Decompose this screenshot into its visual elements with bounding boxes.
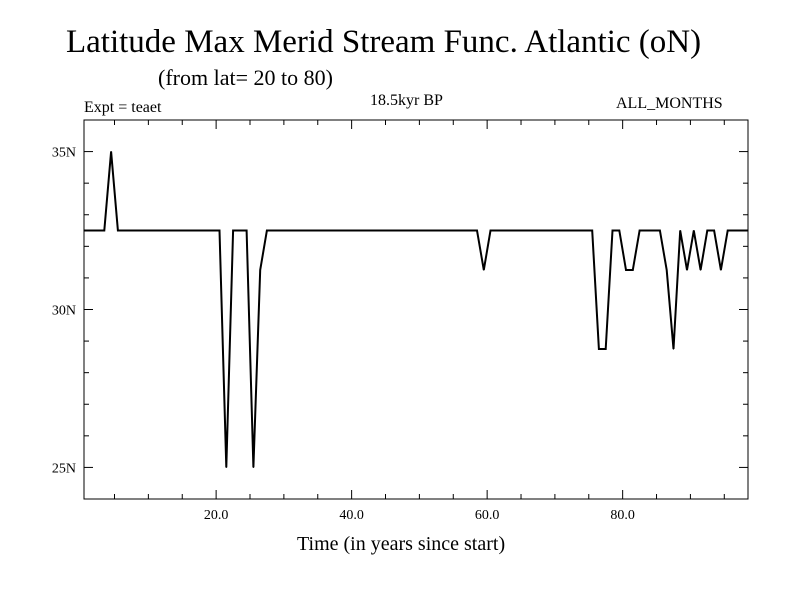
data-point [699, 269, 702, 271]
data-point [727, 229, 729, 232]
data-point [713, 229, 715, 232]
data-point [638, 229, 641, 232]
data-point [110, 150, 112, 153]
data-point [605, 348, 607, 350]
experiment-label: Expt = teaet [84, 99, 162, 116]
data-point [625, 269, 627, 271]
data-point [747, 229, 749, 232]
y-tick-label: 30N [52, 304, 76, 319]
tick-labels: 20.0 40.0 60.0 80.0 25N 30N 35N [52, 146, 635, 523]
data-point [591, 229, 593, 232]
period-label: 18.5kyr BP [370, 92, 443, 109]
data-point [252, 466, 254, 469]
data-series-line [84, 151, 748, 468]
data-point [598, 348, 600, 350]
data-point [489, 229, 492, 232]
data-point [720, 269, 722, 271]
data-point [117, 229, 119, 232]
x-tick-label: 80.0 [610, 508, 635, 523]
data-point [103, 229, 105, 232]
x-tick-label: 40.0 [339, 508, 364, 523]
data-point [659, 229, 661, 232]
data-point [672, 348, 675, 350]
months-label: ALL_MONTHS [616, 95, 723, 112]
data-points [83, 150, 749, 469]
data-point [632, 269, 634, 271]
data-point [218, 229, 221, 232]
y-tick-label: 35N [52, 146, 76, 161]
x-tick-label: 60.0 [475, 508, 500, 523]
data-point [476, 229, 478, 232]
data-point [266, 229, 268, 232]
data-point [225, 466, 227, 469]
axis-ticks [84, 120, 748, 499]
data-point [686, 269, 688, 271]
data-point [611, 229, 614, 232]
plot-frame [83, 119, 749, 500]
data-point [666, 269, 668, 271]
data-point [259, 269, 261, 271]
chart-title: Latitude Max Merid Stream Func. Atlantic… [66, 24, 702, 60]
data-point [706, 229, 708, 232]
data-point [618, 229, 620, 232]
data-point [246, 229, 248, 232]
data-point [679, 229, 681, 232]
y-tick-label: 25N [52, 461, 76, 476]
data-point [693, 229, 695, 232]
data-point [483, 269, 485, 271]
chart-subtitle: (from lat= 20 to 80) [158, 65, 333, 90]
x-tick-label: 20.0 [204, 508, 229, 523]
data-point [232, 229, 234, 232]
x-axis-label: Time (in years since start) [297, 533, 506, 555]
data-point [83, 229, 85, 232]
